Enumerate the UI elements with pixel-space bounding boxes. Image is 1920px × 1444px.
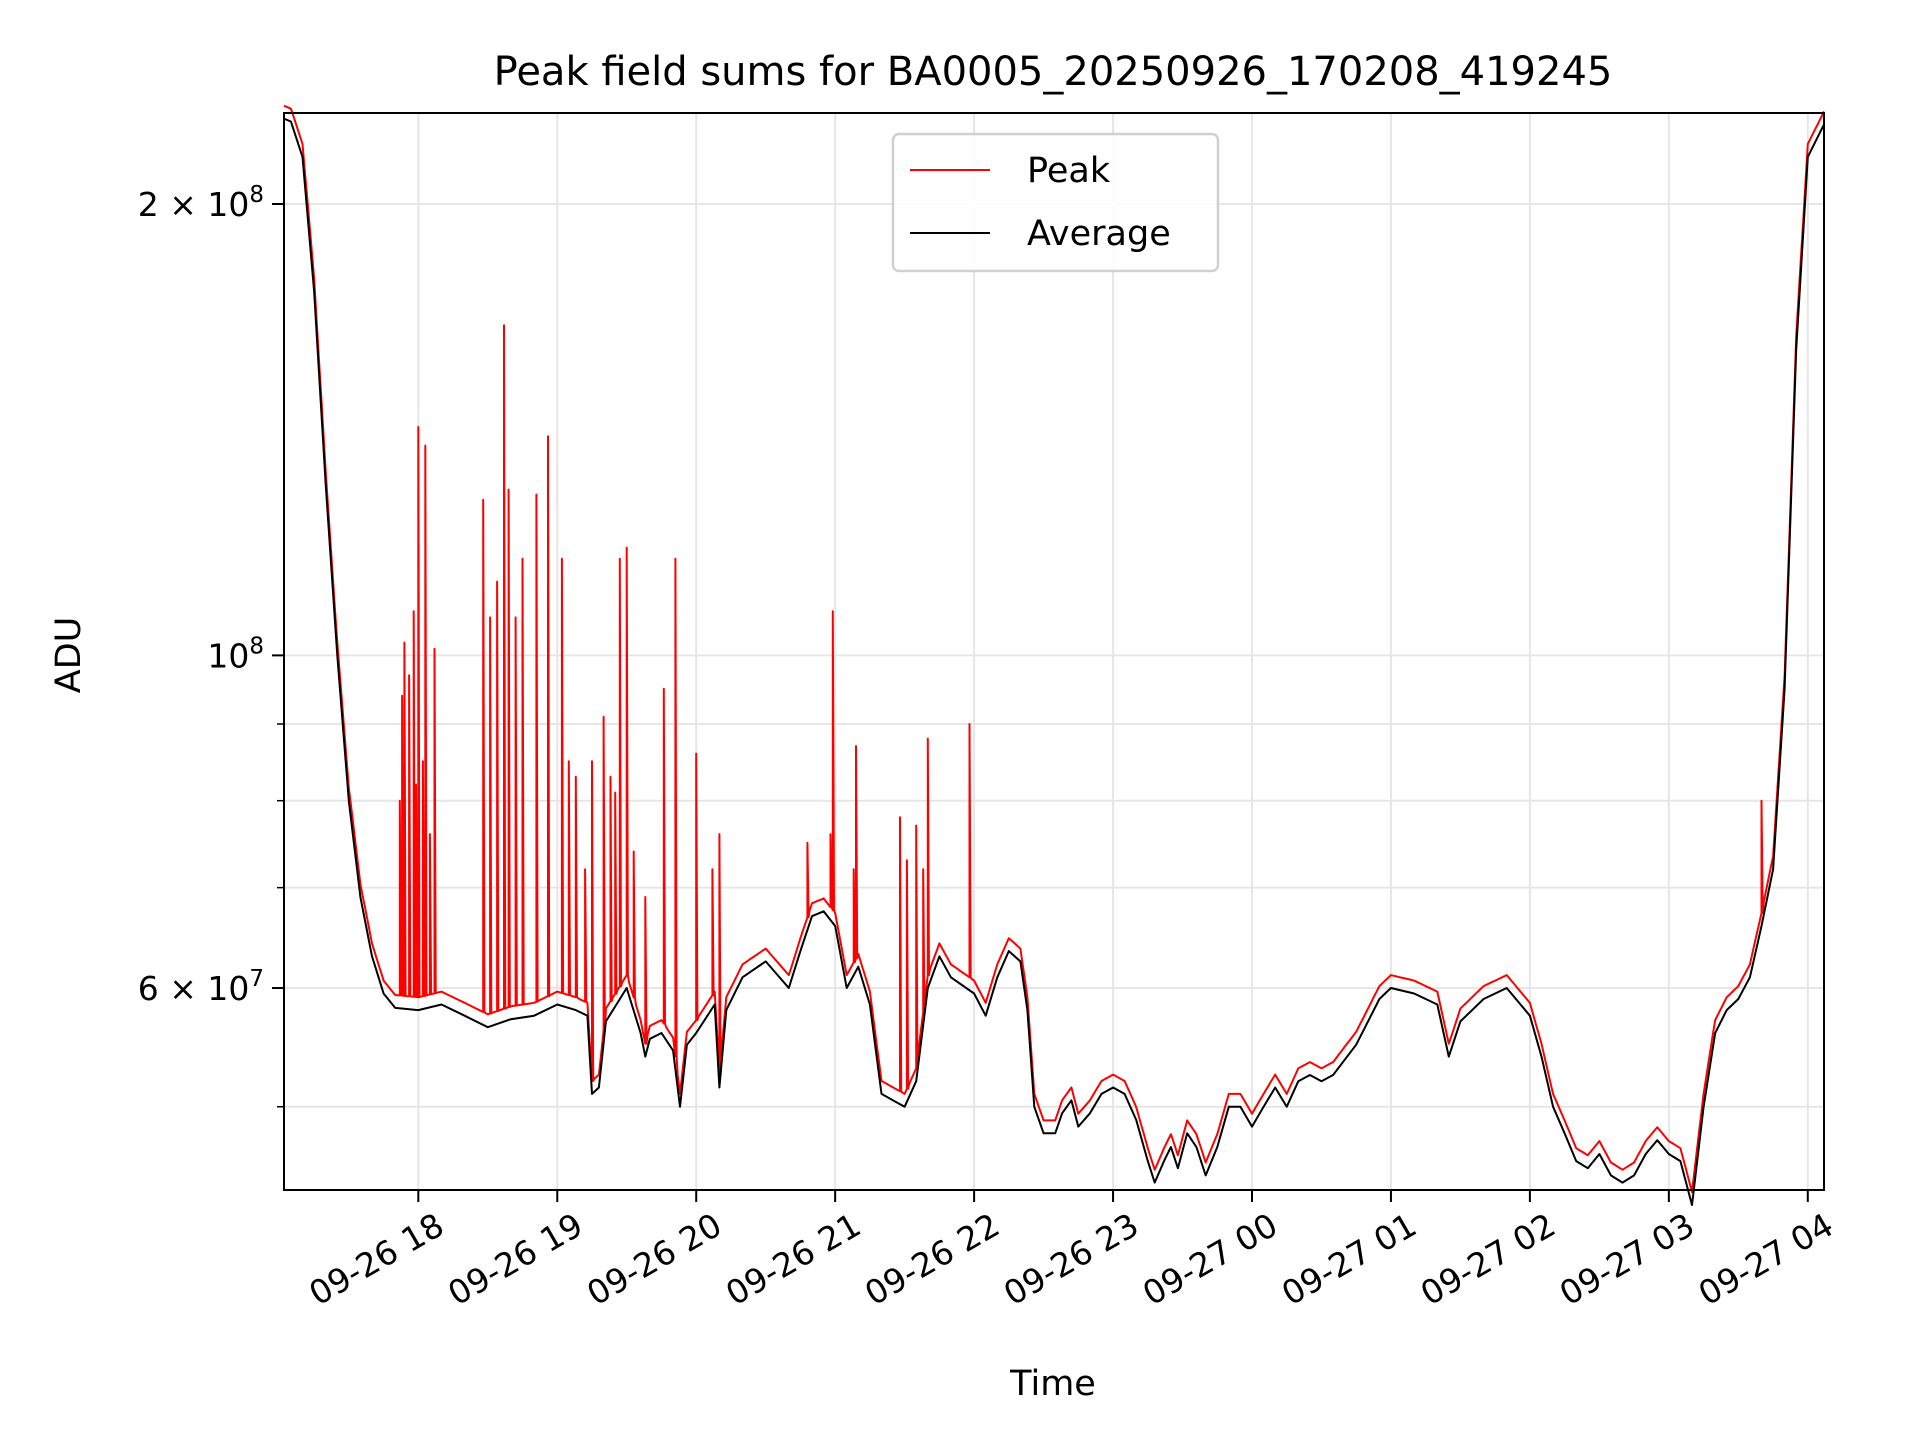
y-tick-label-base: 6 × 10 [138,969,250,1008]
y-tick-label: 6 × 107 [138,966,264,1008]
y-tick-label-exponent: 8 [249,182,264,208]
legend: Peak Average [891,132,1220,273]
plot-frame [283,112,1825,1191]
peak-series-line [283,104,1825,1194]
y-tick-label-base: 2 × 10 [138,185,250,224]
series-layer [283,104,1825,1206]
legend-box [891,132,1220,273]
y-tick-label-exponent: 8 [249,633,264,659]
y-tick-label-base: 10 [207,636,249,675]
legend-peak-label: Peak [1027,151,1111,191]
grid [284,113,1824,1190]
y-axis-label: ADU [49,617,89,694]
x-axis-label: Time [1009,1364,1096,1404]
y-tick-label: 108 [207,633,264,675]
y-tick-label-exponent: 7 [249,966,264,992]
chart-title: Peak field sums for BA0005_20250926_1702… [494,49,1613,95]
legend-average-label: Average [1027,214,1171,254]
average-series-line [283,117,1825,1206]
y-tick-label: 2 × 108 [138,182,264,224]
